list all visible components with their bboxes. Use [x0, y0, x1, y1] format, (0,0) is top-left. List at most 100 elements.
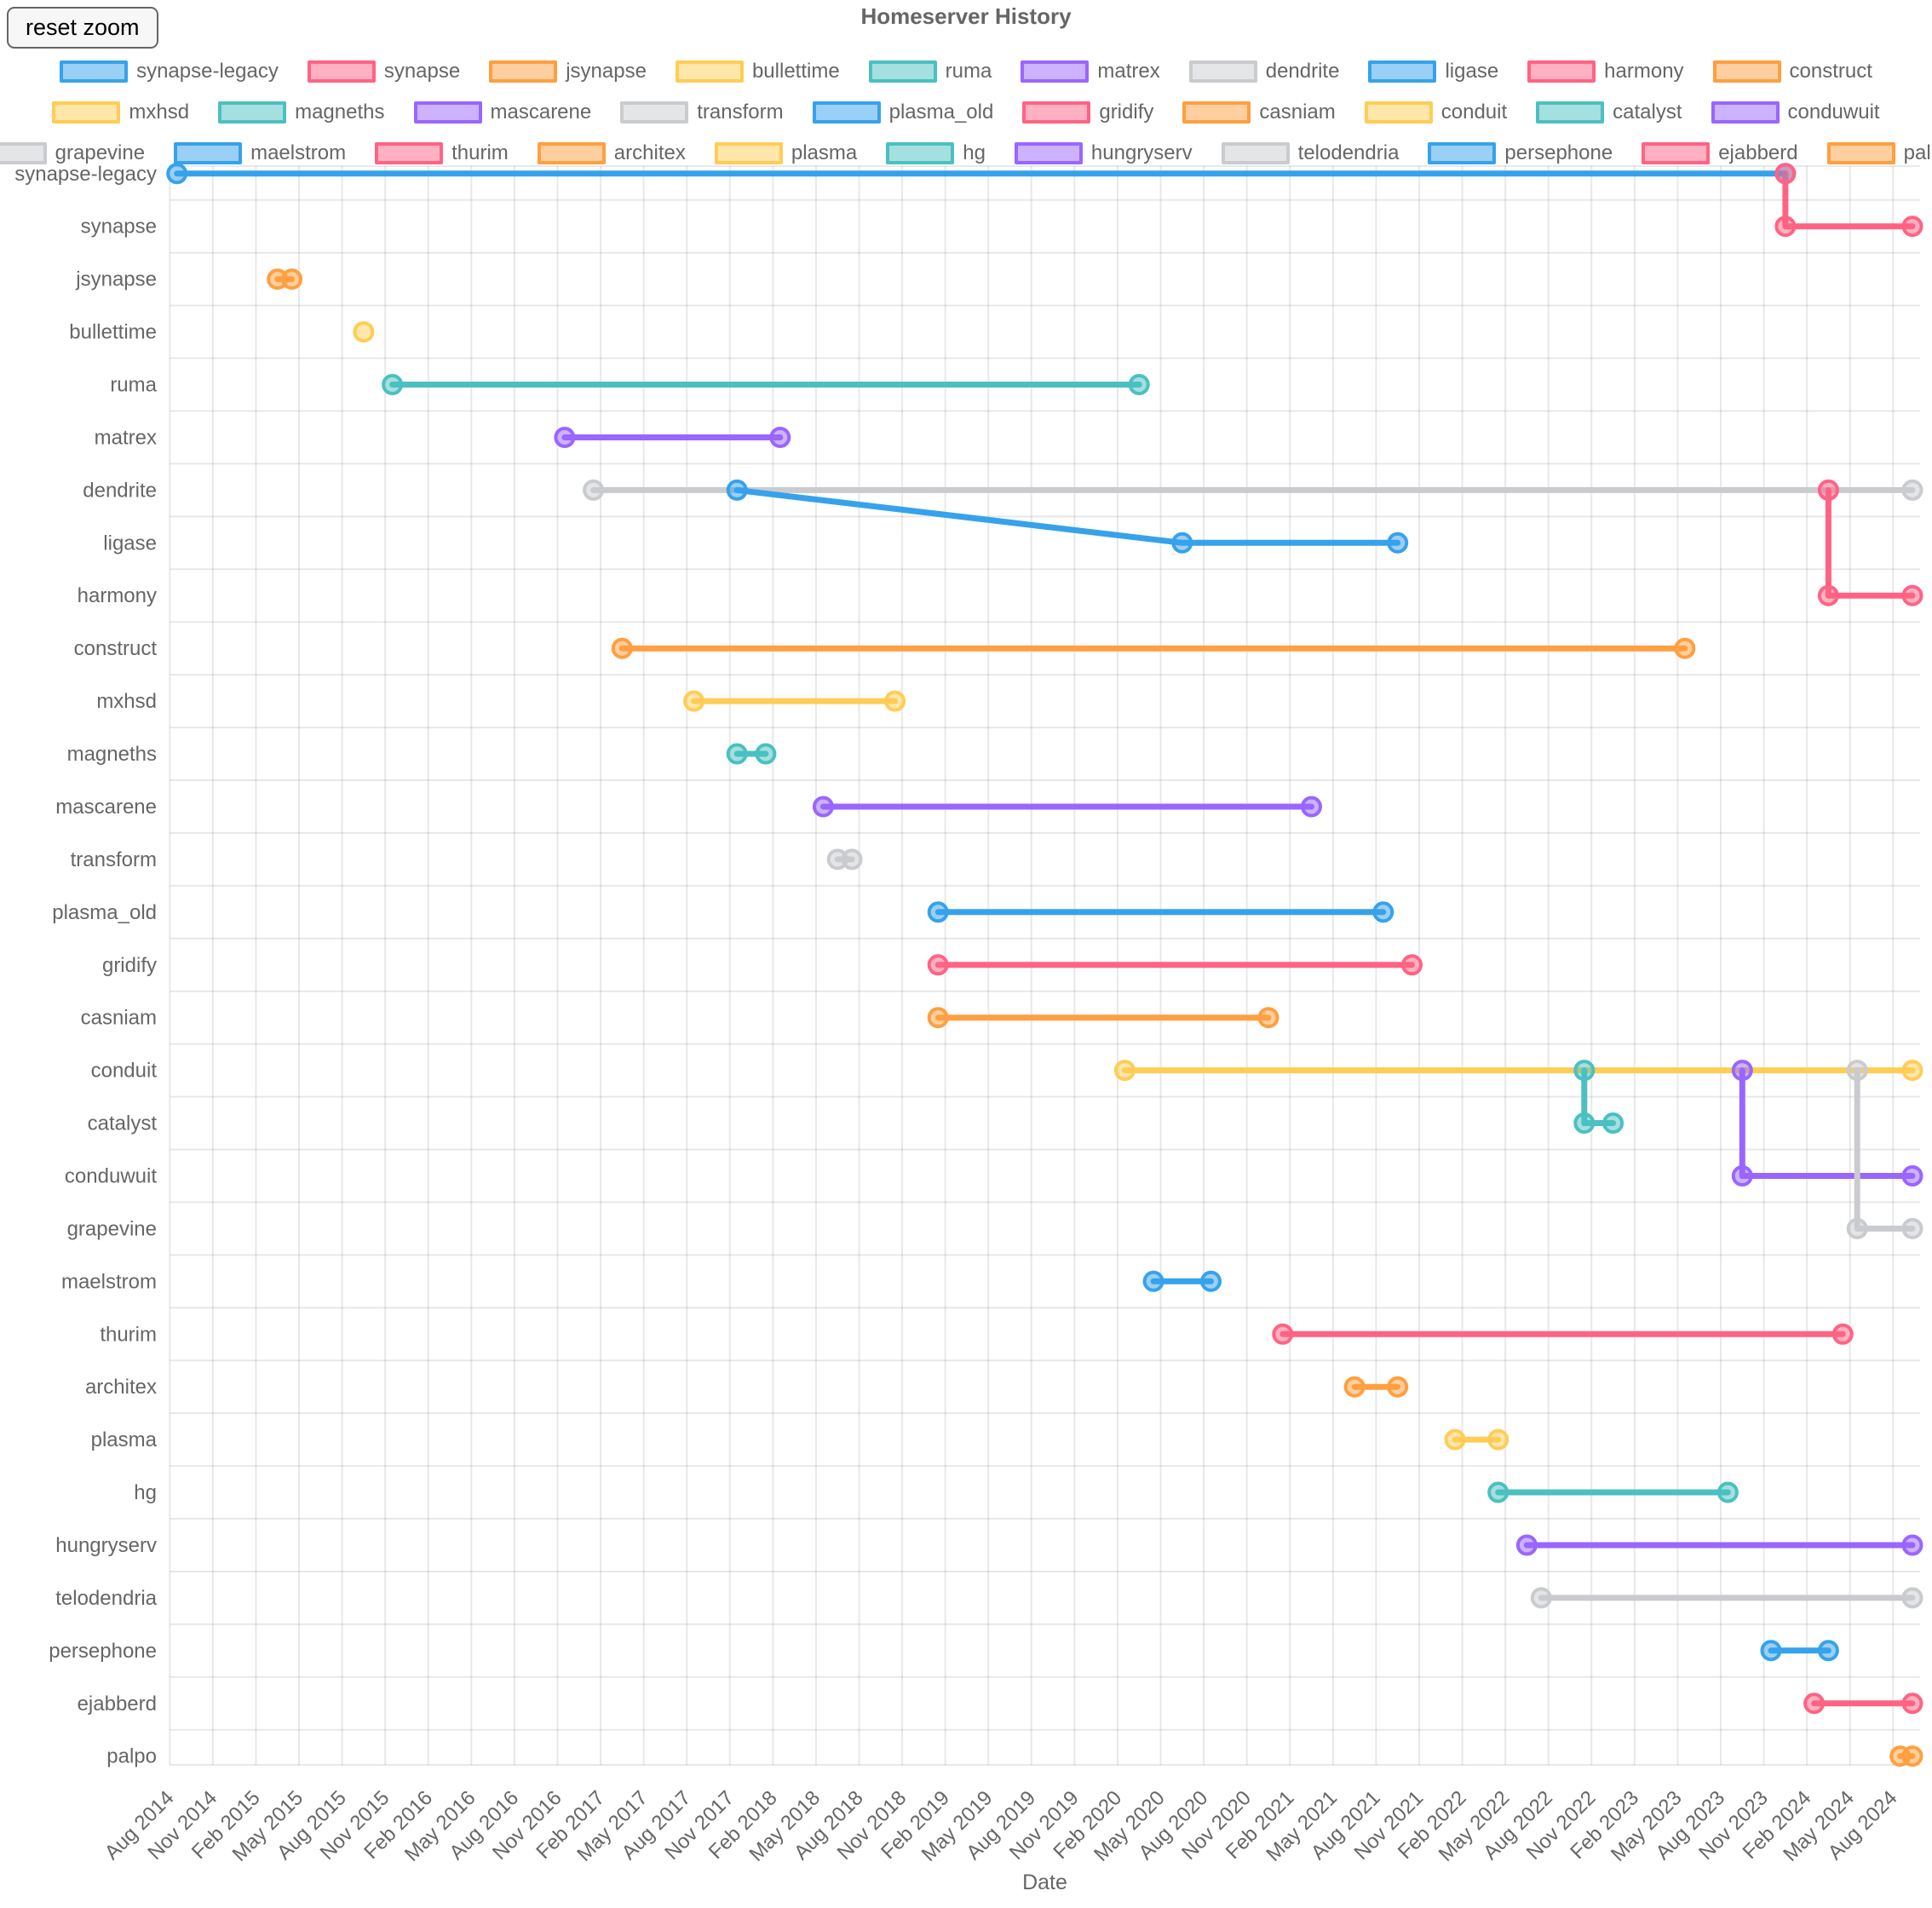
- legend-item-synapse[interactable]: synapse: [307, 60, 460, 83]
- legend-item-catalyst[interactable]: catalyst: [1536, 101, 1682, 124]
- legend-item-conduit[interactable]: conduit: [1364, 101, 1507, 124]
- legend-item-hungryserv[interactable]: hungryserv: [1014, 141, 1193, 165]
- point-conduwuit-start[interactable]: [1731, 1165, 1753, 1187]
- point-ligase-fork[interactable]: [726, 479, 748, 501]
- point-grapevine-end[interactable]: [1901, 1217, 1923, 1239]
- point-maelstrom-end[interactable]: [1200, 1270, 1222, 1292]
- legend-item-plasma[interactable]: plasma: [714, 141, 857, 165]
- point-bullettime-start[interactable]: [353, 321, 375, 343]
- point-telodendria-end[interactable]: [1901, 1587, 1923, 1609]
- point-mxhsd-end[interactable]: [884, 690, 906, 712]
- point-synapse-start[interactable]: [1774, 216, 1797, 238]
- point-gridify-start[interactable]: [927, 954, 949, 976]
- point-telodendria-start[interactable]: [1530, 1587, 1552, 1609]
- point-matrex-end[interactable]: [769, 427, 791, 448]
- point-hg-end[interactable]: [1716, 1481, 1739, 1503]
- point-ruma-start[interactable]: [382, 374, 404, 395]
- point-thurim-end[interactable]: [1831, 1323, 1854, 1345]
- point-maelstrom-start[interactable]: [1142, 1270, 1164, 1292]
- legend-item-synapse-legacy[interactable]: synapse-legacy: [60, 60, 279, 83]
- point-jsynapse-end[interactable]: [281, 268, 303, 290]
- point-magneths-end[interactable]: [755, 743, 777, 765]
- point-plasma_old-end[interactable]: [1372, 901, 1394, 923]
- point-catalyst-start[interactable]: [1573, 1112, 1596, 1134]
- point-plasma_old-start[interactable]: [927, 901, 949, 923]
- point-palpo-end[interactable]: [1901, 1745, 1923, 1767]
- point-hungryserv-start[interactable]: [1515, 1534, 1538, 1556]
- legend-item-mascarene[interactable]: mascarene: [413, 101, 591, 124]
- legend-item-maelstrom[interactable]: maelstrom: [174, 141, 346, 165]
- legend-item-thurim[interactable]: thurim: [375, 141, 509, 165]
- legend-item-architex[interactable]: architex: [537, 141, 686, 165]
- point-ejabberd-start[interactable]: [1803, 1692, 1826, 1715]
- point-dendrite-end[interactable]: [1901, 479, 1923, 501]
- reset-zoom-button[interactable]: reset zoom: [7, 7, 158, 49]
- legend-swatch: [1182, 101, 1251, 124]
- point-conduwuit-end[interactable]: [1901, 1165, 1923, 1187]
- legend-item-ruma[interactable]: ruma: [868, 60, 992, 83]
- point-magneths-start[interactable]: [726, 743, 748, 765]
- legend-item-grapevine[interactable]: grapevine: [0, 141, 145, 165]
- legend-item-ligase[interactable]: ligase: [1368, 60, 1498, 83]
- legend-item-mxhsd[interactable]: mxhsd: [52, 101, 189, 124]
- legend-item-casniam[interactable]: casniam: [1182, 101, 1336, 124]
- point-thurim-start[interactable]: [1272, 1323, 1294, 1345]
- legend-item-hg[interactable]: hg: [886, 141, 986, 165]
- point-harmony-start[interactable]: [1817, 584, 1839, 606]
- legend-item-jsynapse[interactable]: jsynapse: [489, 60, 647, 83]
- point-plasma-end[interactable]: [1487, 1428, 1509, 1451]
- legend-item-construct[interactable]: construct: [1712, 60, 1872, 83]
- legend-item-bullettime[interactable]: bullettime: [675, 60, 840, 83]
- point-ejabberd-end[interactable]: [1901, 1692, 1923, 1715]
- point-mxhsd-start[interactable]: [683, 690, 705, 712]
- legend-item-telodendria[interactable]: telodendria: [1221, 141, 1399, 165]
- point-construct-end[interactable]: [1674, 637, 1696, 659]
- legend-item-matrex[interactable]: matrex: [1021, 60, 1160, 83]
- point-mascarene-end[interactable]: [1301, 796, 1322, 818]
- legend-item-harmony[interactable]: harmony: [1527, 60, 1684, 83]
- point-hungryserv-end[interactable]: [1901, 1534, 1923, 1556]
- legend-item-ejabberd[interactable]: ejabberd: [1642, 141, 1798, 165]
- point-grapevine-start[interactable]: [1846, 1217, 1868, 1239]
- row-label-conduwuit: conduwuit: [65, 1165, 157, 1188]
- point-synapse-fork[interactable]: [1774, 163, 1797, 185]
- point-transform-end[interactable]: [841, 848, 863, 871]
- point-persephone-start[interactable]: [1760, 1640, 1782, 1662]
- point-catalyst-end[interactable]: [1602, 1112, 1624, 1134]
- point-ruma-end[interactable]: [1128, 374, 1150, 395]
- legend-item-dendrite[interactable]: dendrite: [1188, 60, 1340, 83]
- legend-item-palpo[interactable]: palpo: [1826, 141, 1932, 165]
- legend-item-plasma_old[interactable]: plasma_old: [812, 101, 993, 124]
- point-casniam-end[interactable]: [1257, 1007, 1279, 1029]
- point-plasma-start[interactable]: [1444, 1428, 1466, 1451]
- point-synapse-legacy-start[interactable]: [166, 163, 188, 185]
- legend-swatch: [1188, 60, 1257, 83]
- point-persephone-end[interactable]: [1817, 1640, 1839, 1662]
- point-matrex-start[interactable]: [554, 427, 576, 448]
- point-casniam-start[interactable]: [927, 1007, 949, 1029]
- point-dendrite-start[interactable]: [583, 479, 605, 501]
- point-ligase-start[interactable]: [1171, 532, 1193, 554]
- point-catalyst-fork[interactable]: [1573, 1060, 1596, 1082]
- legend-item-persephone[interactable]: persephone: [1428, 141, 1613, 165]
- legend-label: dendrite: [1265, 60, 1340, 83]
- point-grapevine-fork[interactable]: [1846, 1060, 1868, 1082]
- point-ligase-end[interactable]: [1387, 532, 1409, 554]
- point-conduwuit-fork[interactable]: [1731, 1060, 1753, 1082]
- point-architex-end[interactable]: [1387, 1376, 1409, 1398]
- point-conduit-start[interactable]: [1113, 1060, 1136, 1082]
- point-mascarene-start[interactable]: [812, 796, 834, 818]
- point-construct-start[interactable]: [611, 637, 633, 659]
- point-hg-start[interactable]: [1487, 1481, 1509, 1503]
- point-harmony-end[interactable]: [1901, 584, 1923, 606]
- point-gridify-end[interactable]: [1401, 954, 1423, 976]
- legend-item-conduwuit[interactable]: conduwuit: [1711, 101, 1880, 124]
- point-synapse-end[interactable]: [1901, 216, 1923, 238]
- legend-item-transform[interactable]: transform: [620, 101, 784, 124]
- point-harmony-fork[interactable]: [1817, 479, 1839, 501]
- point-architex-start[interactable]: [1343, 1376, 1366, 1398]
- point-conduit-end[interactable]: [1901, 1060, 1923, 1082]
- legend-item-gridify[interactable]: gridify: [1022, 101, 1153, 124]
- legend-item-magneths[interactable]: magneths: [218, 101, 385, 124]
